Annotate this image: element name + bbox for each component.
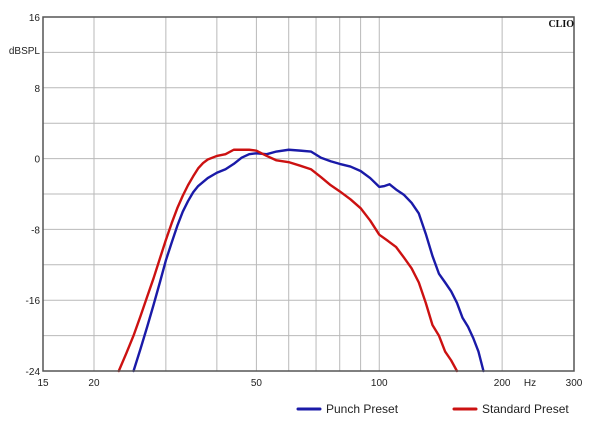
series-layer	[117, 148, 485, 373]
y-tick-label: 8	[34, 84, 40, 95]
legend: Punch Preset Standard Preset	[296, 402, 569, 416]
x-tick-label: 300	[566, 378, 583, 389]
x-tick-label: 100	[371, 378, 388, 389]
y-axis-unit-label: dBSPL	[9, 46, 41, 57]
legend-label-1: Punch Preset	[326, 402, 399, 416]
x-tick-label: 15	[37, 378, 49, 389]
y-tick-label: 0	[34, 155, 40, 166]
x-tick-label: 200	[494, 378, 511, 389]
y-tick-label: -8	[31, 225, 40, 236]
series-line-1	[132, 148, 485, 373]
x-axis-unit-label: Hz	[524, 378, 536, 389]
legend-label-2: Standard Preset	[482, 402, 569, 416]
x-tick-label: 20	[88, 378, 100, 389]
series-line-2	[117, 148, 459, 373]
axes-layer	[42, 16, 575, 372]
plot-frame	[42, 16, 575, 372]
y-tick-label: 16	[29, 13, 41, 24]
brand-label: CLIO	[548, 19, 574, 30]
y-tick-label: -24	[26, 367, 41, 378]
x-tick-label: 50	[251, 378, 263, 389]
grid-layer	[43, 17, 574, 371]
y-tick-label: -16	[26, 296, 41, 307]
